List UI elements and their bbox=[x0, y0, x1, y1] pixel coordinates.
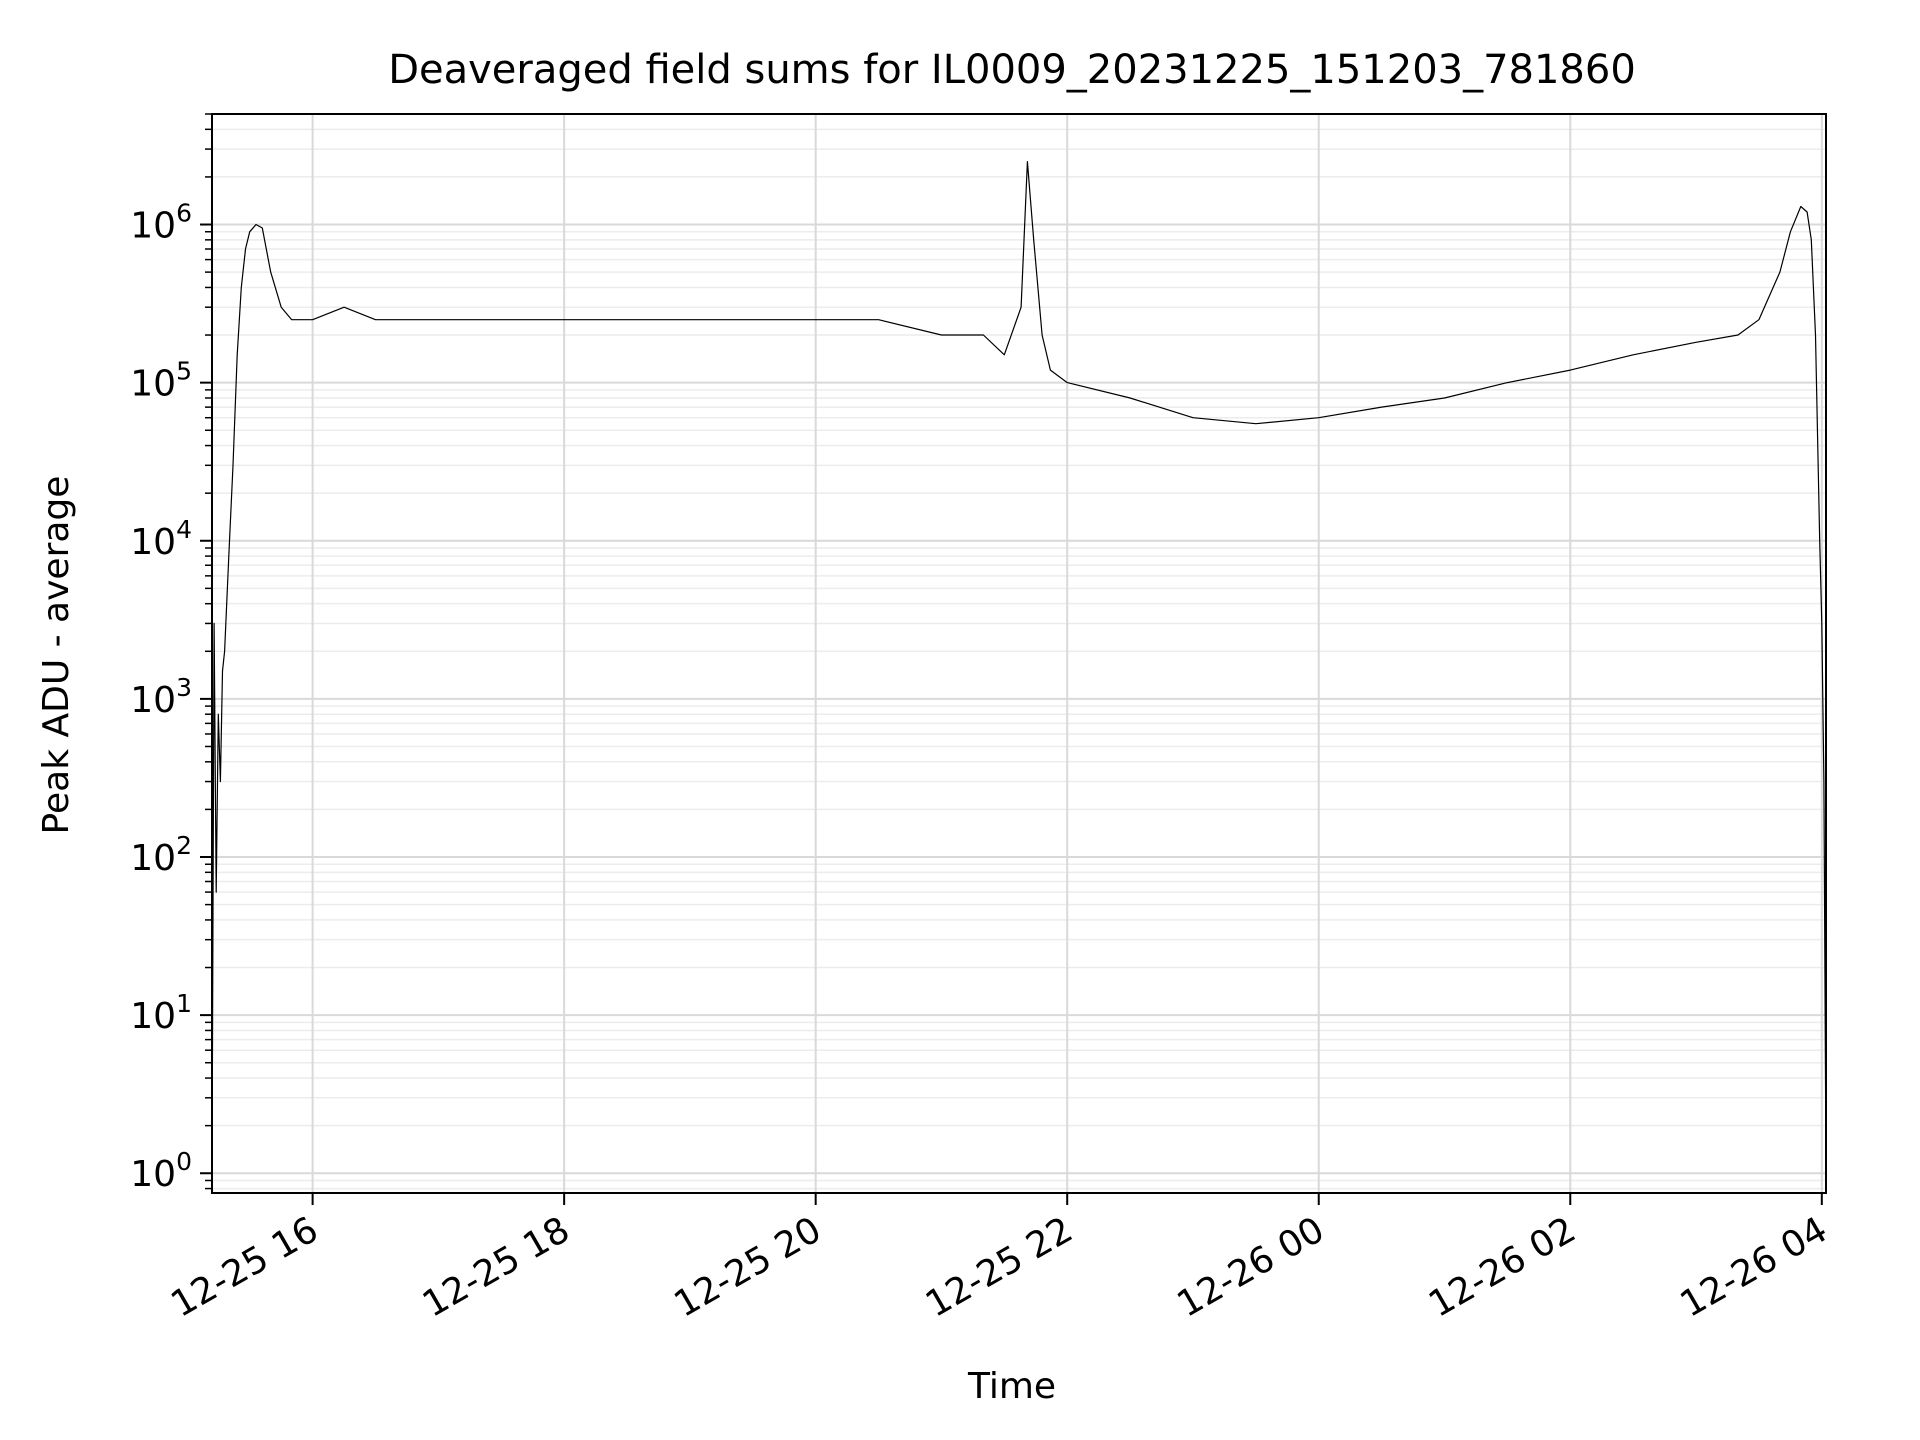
y-tick-label-base: 10 bbox=[130, 522, 176, 563]
y-tick-label-exponent: 4 bbox=[176, 515, 192, 544]
y-tick-label-exponent: 1 bbox=[176, 989, 192, 1018]
plot-frame bbox=[211, 113, 1827, 1194]
y-tick-label: 103 bbox=[130, 673, 192, 721]
x-axis-label: Time bbox=[967, 1366, 1056, 1407]
y-tick-label-base: 10 bbox=[130, 680, 176, 721]
y-tick-label-exponent: 5 bbox=[176, 357, 192, 386]
y-tick-label: 105 bbox=[130, 357, 192, 405]
series-line bbox=[211, 161, 1827, 1174]
chart-title: Deaveraged field sums for IL0009_2023122… bbox=[388, 47, 1636, 93]
grid bbox=[212, 113, 1826, 1193]
y-tick-label-exponent: 6 bbox=[176, 199, 192, 228]
y-tick-label-exponent: 3 bbox=[176, 673, 192, 702]
y-tick-label: 101 bbox=[130, 989, 192, 1037]
y-tick-label-base: 10 bbox=[130, 838, 176, 879]
y-tick-label: 104 bbox=[130, 515, 192, 563]
plot-area bbox=[211, 161, 1827, 1174]
y-tick-label-base: 10 bbox=[130, 1154, 176, 1195]
y-tick-label-exponent: 2 bbox=[176, 831, 192, 860]
y-tick-label-base: 10 bbox=[130, 206, 176, 247]
y-tick-label: 106 bbox=[130, 199, 192, 247]
y-tick-label-exponent: 0 bbox=[176, 1147, 192, 1176]
y-tick-label: 100 bbox=[130, 1147, 192, 1195]
y-tick-label-base: 10 bbox=[130, 996, 176, 1037]
y-axis-label: Peak ADU - average bbox=[36, 476, 77, 835]
y-tick-label-base: 10 bbox=[130, 364, 176, 405]
y-tick-label: 102 bbox=[130, 831, 192, 879]
